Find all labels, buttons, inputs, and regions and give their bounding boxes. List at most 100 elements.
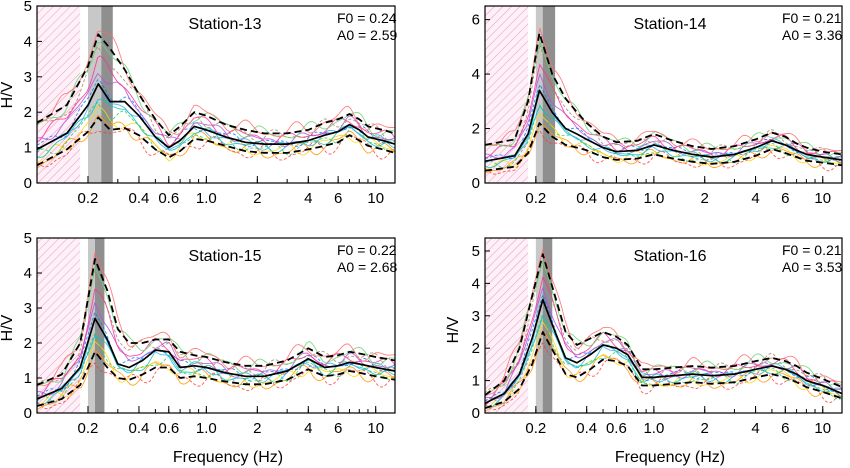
hv-panel: 0 1 2 3 4 5 0.2 0.4 0.6 1.0 2 4 6 10 Station-16 F0 = 0.… xyxy=(445,237,843,466)
f0-band-dark xyxy=(542,6,556,183)
hv-mean-curve xyxy=(37,83,395,151)
window-curve xyxy=(485,313,842,404)
y-tick-label: 2 xyxy=(472,340,480,357)
x-tick-label: 0.4 xyxy=(576,420,597,437)
y-tick-label: 3 xyxy=(24,69,32,86)
y-tick-label: 4 xyxy=(472,275,480,292)
window-curve xyxy=(485,105,842,169)
x-tick-label: 10 xyxy=(814,190,831,207)
window-curve xyxy=(37,288,395,399)
x-tick-label: 0.2 xyxy=(78,190,99,207)
a0-annotation: A0 = 3.53 xyxy=(782,259,843,275)
a0-annotation: A0 = 3.36 xyxy=(782,27,843,43)
f0-annotation: F0 = 0.24 xyxy=(337,10,397,26)
y-tick-label: 0 xyxy=(24,175,32,192)
a0-annotation: A0 = 2.59 xyxy=(337,27,398,43)
f0-annotation: F0 = 0.21 xyxy=(782,10,842,26)
x-tick-label: 0.6 xyxy=(606,420,627,437)
window-curve xyxy=(485,104,842,169)
x-tick-label: 2 xyxy=(701,190,709,207)
hatched-region xyxy=(37,238,81,413)
x-tick-label: 6 xyxy=(334,420,342,437)
window-curve xyxy=(37,349,395,410)
hv-mean-curve xyxy=(485,89,842,163)
y-tick-label: 5 xyxy=(24,0,32,15)
x-tick-label: 4 xyxy=(304,190,312,207)
x-tick-label: 0.2 xyxy=(525,190,546,207)
window-curve xyxy=(37,41,395,139)
y-tick-label: 5 xyxy=(472,243,480,260)
window-curve xyxy=(37,362,395,410)
hv-upper-curve xyxy=(37,33,395,137)
x-tick-label: 0.2 xyxy=(78,420,99,437)
x-tick-label: 1.0 xyxy=(196,190,217,207)
x-tick-label: 10 xyxy=(814,420,831,437)
y-tick-label: 1 xyxy=(24,140,32,157)
hv-upper-curve xyxy=(485,253,842,396)
f0-annotation: F0 = 0.21 xyxy=(782,242,842,258)
x-tick-label: 6 xyxy=(781,420,789,437)
x-tick-label: 0.2 xyxy=(525,420,546,437)
x-tick-label: 0.6 xyxy=(606,190,627,207)
hv-lower-curve xyxy=(485,331,842,409)
x-tick-label: 4 xyxy=(751,190,759,207)
y-tick-label: 0 xyxy=(24,405,32,422)
y-tick-label: 3 xyxy=(24,300,32,317)
x-tick-label: 2 xyxy=(701,420,709,437)
x-tick-label: 1.0 xyxy=(196,420,217,437)
hv-lower-curve xyxy=(37,350,395,407)
f0-annotation: F0 = 0.22 xyxy=(337,242,397,258)
window-curve xyxy=(485,123,842,174)
plot-frame xyxy=(484,237,843,414)
window-curve xyxy=(485,130,842,175)
window-curve xyxy=(485,27,842,155)
x-tick-label: 0.4 xyxy=(129,190,150,207)
hv-lower-curve xyxy=(485,122,842,172)
station-title: Station-16 xyxy=(634,248,707,265)
window-curve xyxy=(485,112,842,171)
window-curve xyxy=(37,106,395,164)
y-tick-label: 0 xyxy=(472,405,480,422)
hv-panel: 0 1 2 3 4 5 0.2 0.4 0.6 1.0 2 4 6 10 Station-13 F0 = 0.… xyxy=(0,0,398,207)
x-tick-label: 4 xyxy=(751,420,759,437)
hv-panel: 0 1 2 3 4 5 0.2 0.4 0.6 1.0 2 4 6 10 Station-15 F0 = 0.… xyxy=(0,230,398,466)
x-tick-label: 1.0 xyxy=(643,190,664,207)
f0-band-dark xyxy=(542,238,553,413)
hv-upper-curve xyxy=(37,258,395,386)
y-tick-label: 2 xyxy=(24,335,32,352)
y-tick-label: 4 xyxy=(24,33,32,50)
y-tick-label: 5 xyxy=(24,230,32,247)
x-tick-label: 0.6 xyxy=(158,190,179,207)
y-tick-label: 1 xyxy=(472,373,480,390)
y-tick-label: 1 xyxy=(24,370,32,387)
y-tick-label: 6 xyxy=(472,12,480,29)
f0-band-dark xyxy=(101,6,113,183)
hv-lower-curve xyxy=(37,116,395,167)
x-tick-label: 10 xyxy=(367,190,384,207)
hv-upper-curve xyxy=(485,32,842,156)
window-curve xyxy=(37,55,395,147)
window-curve xyxy=(485,248,842,396)
y-tick-label: 2 xyxy=(472,121,480,138)
window-curve xyxy=(37,45,395,143)
window-curve xyxy=(485,39,842,159)
hv-mean-curve xyxy=(485,298,842,405)
x-tick-label: 6 xyxy=(781,190,789,207)
x-tick-label: 2 xyxy=(253,420,261,437)
window-curve xyxy=(37,114,395,169)
x-tick-label: 0.4 xyxy=(129,420,150,437)
plot-frame xyxy=(36,237,396,414)
y-tick-label: 0 xyxy=(472,175,480,192)
station-title: Station-14 xyxy=(634,16,707,33)
hv-mean-curve xyxy=(37,317,395,400)
window-curve xyxy=(485,329,842,412)
window-curve xyxy=(37,251,395,386)
y-axis-label: H/V xyxy=(0,81,16,108)
station-title: Station-15 xyxy=(189,248,262,265)
window-curve xyxy=(37,128,395,168)
plot-frame xyxy=(484,5,843,184)
plot-frame xyxy=(36,5,396,184)
x-tick-label: 2 xyxy=(253,190,261,207)
x-tick-label: 10 xyxy=(367,420,384,437)
